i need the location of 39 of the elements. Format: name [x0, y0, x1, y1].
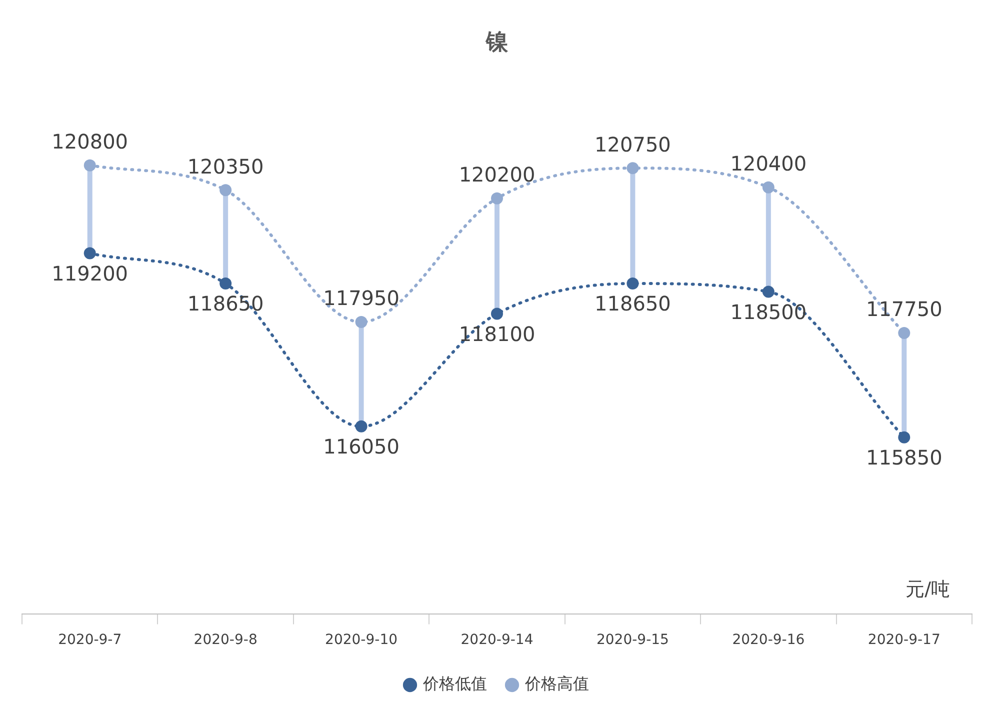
data-label: 120200: [458, 162, 536, 187]
data-label: 120750: [594, 132, 671, 156]
x-tick-label: 2020-9-16: [732, 632, 805, 648]
legend-label: 价格高值: [524, 674, 589, 694]
data-label: 115850: [866, 446, 942, 470]
point: [355, 316, 368, 328]
point: [898, 326, 910, 339]
data-label: 117750: [866, 297, 942, 322]
x-tick-label: 2020-9-14: [460, 632, 534, 648]
point: [626, 278, 639, 290]
point: [626, 162, 639, 174]
data-label: 120800: [52, 130, 128, 154]
point: [491, 192, 503, 204]
data-label: 120400: [730, 152, 807, 176]
point: [491, 308, 503, 320]
data-label: 116050: [323, 434, 400, 459]
point: [220, 184, 232, 196]
point: [762, 286, 774, 298]
x-tick-label: 2020-9-15: [596, 632, 669, 648]
data-label: 120350: [187, 154, 264, 178]
x-tick-label: 2020-9-8: [194, 632, 258, 648]
point: [84, 159, 96, 172]
data-label: 118100: [458, 322, 536, 346]
data-label: 118650: [594, 292, 671, 316]
point: [762, 181, 774, 194]
x-tick-label: 2020-9-7: [58, 632, 122, 648]
data-label: 119200: [52, 261, 128, 286]
x-tick-label: 2020-9-17: [868, 632, 940, 648]
point: [355, 420, 368, 432]
data-label: 118650: [187, 292, 264, 316]
legend-label: 价格低值: [422, 674, 487, 694]
point: [898, 431, 910, 444]
data-label: 118500: [730, 300, 807, 324]
x-tick-label: 2020-9-10: [325, 632, 398, 648]
point: [220, 278, 232, 290]
text: 元/吨: [906, 578, 950, 601]
data-label: 117950: [323, 286, 400, 310]
chart-title: 镍: [485, 30, 509, 55]
point: [84, 247, 96, 260]
